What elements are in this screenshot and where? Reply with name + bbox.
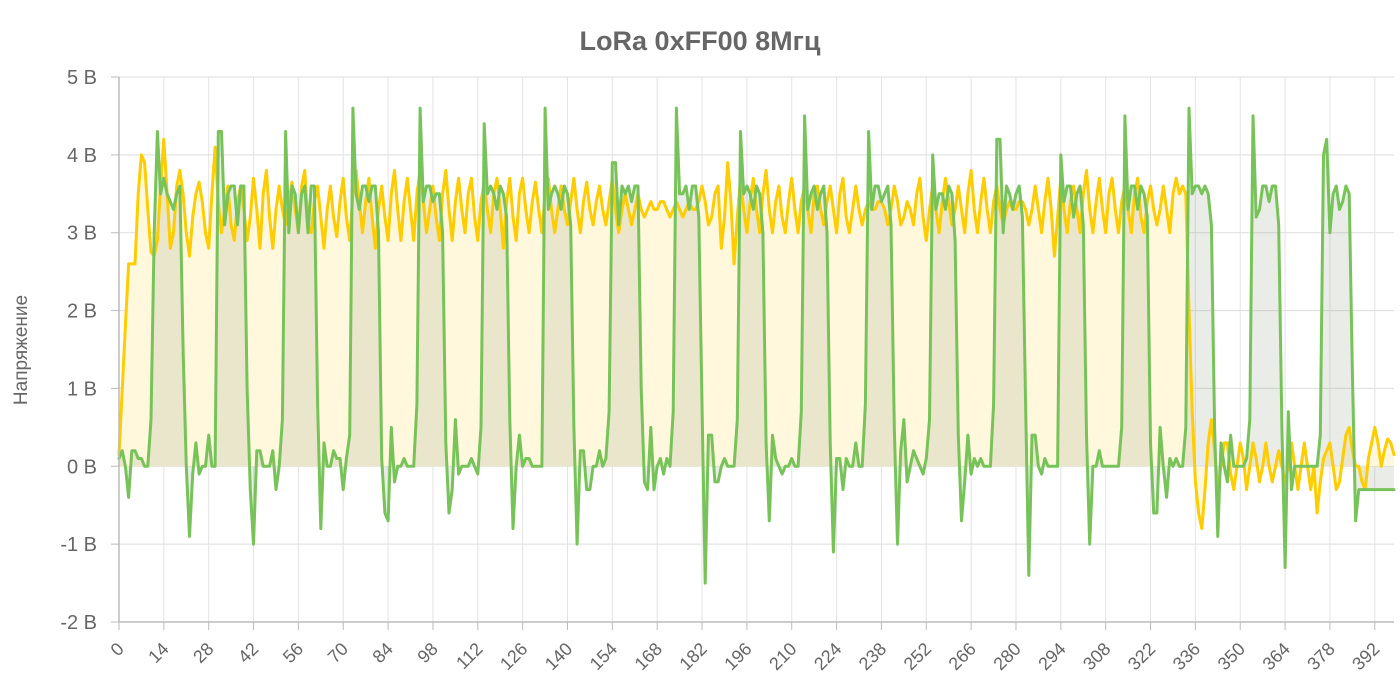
x-tick-label: 252	[900, 639, 935, 674]
x-tick-label: 98	[413, 639, 441, 667]
x-tick-label: 140	[541, 639, 576, 674]
x-tick-label: 154	[586, 639, 621, 674]
x-tick-labels: 0 14 28 42 56 70 84 98 112 126 140 154 168 182 196 210 2…	[107, 639, 1384, 674]
x-tick-label: 42	[234, 639, 262, 667]
x-tick-label: 350	[1214, 639, 1249, 674]
x-tick-label: 238	[855, 639, 890, 674]
x-tick-label: 392	[1348, 639, 1383, 674]
x-tick-label: 308	[1079, 639, 1114, 674]
x-tick-label: 84	[369, 639, 397, 667]
x-tick-label: 0	[107, 639, 128, 660]
series-1-line	[117, 137, 1396, 531]
x-tick-label: 378	[1303, 639, 1338, 674]
x-tick-label: 364	[1259, 639, 1294, 674]
x-tick-label: 196	[720, 639, 755, 674]
y-tick-labels: -2 В -1 В 0 В 1 В 2 В 3 В 4 В 5 В	[60, 67, 97, 634]
y-tick-label: 2 В	[67, 301, 97, 323]
x-tick-label: 112	[452, 639, 486, 673]
x-tick-label: 322	[1124, 639, 1159, 674]
chart-title: LoRa 0xFF00 8Мгц	[579, 26, 821, 56]
x-tick-label: 182	[675, 639, 710, 674]
x-tick-label: 294	[1034, 639, 1069, 674]
x-tick-label: 280	[989, 639, 1024, 674]
y-tick-label: 3 В	[67, 223, 97, 245]
y-tick-label: 5 В	[67, 67, 97, 89]
x-tick-label: 70	[324, 639, 352, 667]
y-tick-label: 0 В	[67, 456, 97, 478]
chart-axes	[111, 76, 1394, 630]
x-tick-label: 224	[810, 639, 845, 674]
x-tick-label: 14	[144, 639, 172, 667]
x-tick-label: 266	[945, 639, 980, 674]
y-tick-label: -1 В	[60, 534, 97, 556]
x-tick-label: 168	[631, 639, 666, 674]
x-tick-label: 56	[279, 639, 307, 667]
x-tick-label: 126	[496, 639, 531, 674]
y-tick-label: 4 В	[67, 145, 97, 167]
series-2-line	[117, 106, 1396, 585]
chart-series-lines	[117, 106, 1396, 585]
y-tick-label: 1 В	[67, 378, 97, 400]
x-tick-label: 28	[189, 639, 217, 667]
x-tick-label: 210	[765, 639, 800, 674]
x-tick-label: 336	[1169, 639, 1204, 674]
y-tick-label: -2 В	[60, 612, 97, 634]
